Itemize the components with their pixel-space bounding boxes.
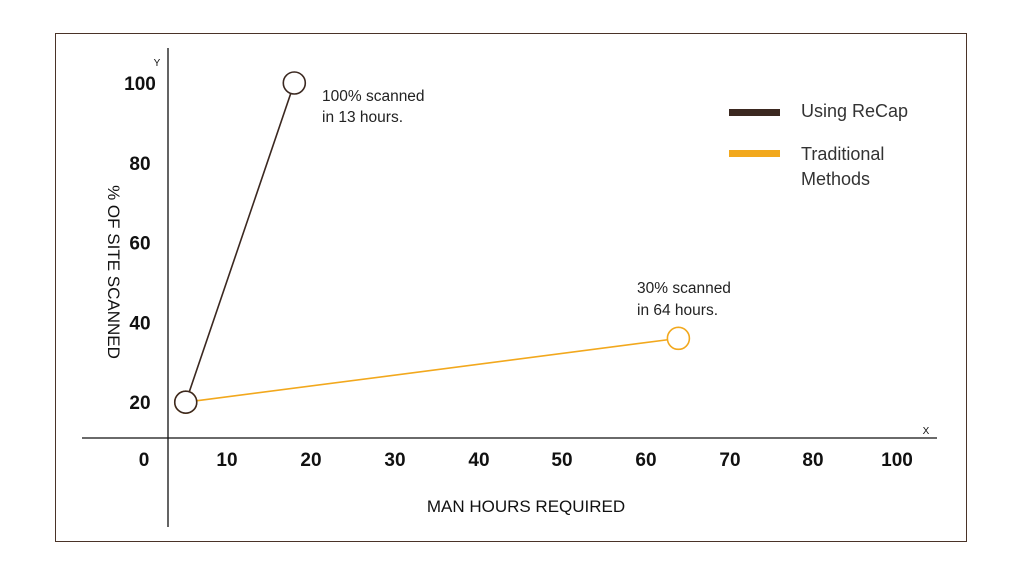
y-tick-labels: 20 40 60 80 100 [124, 74, 156, 414]
x-axis-title: MAN HOURS REQUIRED [427, 497, 625, 516]
y-tick-label: 20 [129, 393, 150, 414]
legend-label-traditional-line1: Traditional [801, 144, 884, 164]
annotation-recap-line1: 100% scanned [322, 88, 425, 105]
legend-label-recap: Using ReCap [801, 101, 908, 121]
x-tick-label: 60 [635, 450, 656, 471]
y-axis-letter: Y [154, 58, 161, 69]
x-tick-label: 50 [551, 450, 572, 471]
x-tick-label: 40 [468, 450, 489, 471]
legend: Using ReCap Traditional Methods [729, 101, 908, 189]
legend-swatch-recap [729, 109, 780, 116]
annotation-traditional-line1: 30% scanned [637, 280, 731, 297]
data-point-using-recap-0 [173, 390, 198, 415]
y-tick-label: 100 [124, 74, 156, 95]
series-group [173, 71, 691, 415]
annotation-traditional-line2: in 64 hours. [637, 302, 718, 319]
legend-label-traditional: Traditional Methods [801, 144, 889, 189]
x-axis-letter: X [923, 426, 930, 437]
x-tick-label: 100 [881, 450, 913, 471]
x-tick-label: 80 [802, 450, 823, 471]
series-line-traditional-methods [185, 337, 679, 403]
series-line-using-recap [184, 82, 296, 403]
y-axis-title: % OF SITE SCANNED [104, 185, 123, 359]
x-tick-label: 70 [719, 450, 740, 471]
y-tick-label: 80 [129, 154, 150, 175]
y-tick-label: 60 [129, 234, 150, 255]
x-tick-label: 20 [300, 450, 321, 471]
data-point-using-recap-1 [282, 71, 307, 95]
chart-frame [55, 33, 967, 542]
annotation-recap: 100% scanned in 13 hours. [322, 88, 429, 126]
x-tick-label: 0 [139, 450, 150, 471]
y-tick-label: 40 [129, 313, 150, 334]
data-point-traditional-methods-1 [666, 326, 691, 351]
x-tick-labels: 0 10 20 30 40 50 60 70 80 100 [139, 450, 913, 471]
x-tick-label: 30 [384, 450, 405, 471]
x-tick-label: 10 [216, 450, 237, 471]
legend-label-traditional-line2: Methods [801, 169, 870, 189]
legend-swatch-traditional [729, 150, 780, 157]
annotation-traditional: 30% scanned in 64 hours. [637, 280, 735, 319]
annotation-recap-line2: in 13 hours. [322, 109, 403, 126]
